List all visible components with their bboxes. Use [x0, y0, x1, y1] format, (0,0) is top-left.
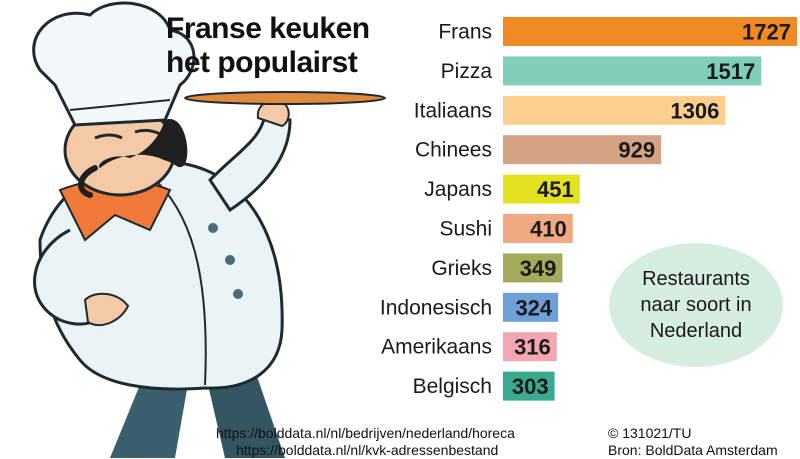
bar-chinees [503, 135, 662, 165]
category-label-pizza: Pizza [441, 60, 493, 83]
source-urls: https://bolddata.nl/nl/bedrijven/nederla… [216, 425, 515, 459]
annotation-text: Restaurants naar soort in Nederland [640, 268, 752, 342]
bar-frans [503, 17, 797, 46]
bar-japans [503, 174, 580, 204]
source-text: Bron: BoldData Amsterdam [608, 442, 778, 458]
source-url-2[interactable]: https://bolddata.nl/nl/kvk-adressenbesta… [236, 442, 499, 458]
bar-grieks [503, 253, 563, 283]
category-label-amerikaans: Amerikaans [381, 336, 492, 359]
value-label-belgisch: 303 [512, 374, 549, 399]
credit-text: © 131021/TU [608, 425, 692, 441]
bar-amerikaans [503, 332, 557, 362]
title-line-1: Franse keuken [166, 12, 370, 45]
source-credits: © 131021/TU Bron: BoldData Amsterdam [608, 425, 778, 459]
category-label-japans: Japans [424, 178, 492, 201]
value-label-sushi: 410 [530, 217, 567, 242]
category-label-frans: Frans [438, 21, 492, 44]
value-label-grieks: 349 [520, 256, 557, 281]
value-label-indonesisch: 324 [515, 295, 552, 320]
value-label-amerikaans: 316 [514, 335, 551, 360]
category-label-chinees: Chinees [415, 139, 492, 162]
annotation-bubble: Restaurants naar soort in Nederland [609, 243, 783, 367]
category-label-grieks: Grieks [431, 257, 492, 280]
value-label-pizza: 1517 [706, 59, 755, 84]
bar-belgisch [503, 371, 555, 401]
category-label-sushi: Sushi [439, 218, 492, 241]
title-line-2: het populairst [166, 46, 358, 79]
category-label-italiaans: Italiaans [414, 99, 492, 122]
value-label-frans: 1727 [742, 20, 791, 45]
category-label-indonesisch: Indonesisch [380, 296, 492, 319]
value-label-chinees: 929 [618, 138, 655, 163]
source-url-1[interactable]: https://bolddata.nl/nl/bedrijven/nederla… [216, 425, 515, 441]
category-label-belgisch: Belgisch [413, 375, 492, 398]
chef-illustration [32, 1, 386, 458]
bar-indonesisch [503, 292, 559, 322]
chart-title: Franse keuken het populairst [166, 12, 370, 80]
bar-pizza [503, 56, 762, 86]
value-label-italiaans: 1306 [670, 98, 719, 123]
bar-italiaans [503, 95, 726, 125]
value-label-japans: 451 [537, 177, 574, 202]
bar-sushi [503, 214, 573, 243]
